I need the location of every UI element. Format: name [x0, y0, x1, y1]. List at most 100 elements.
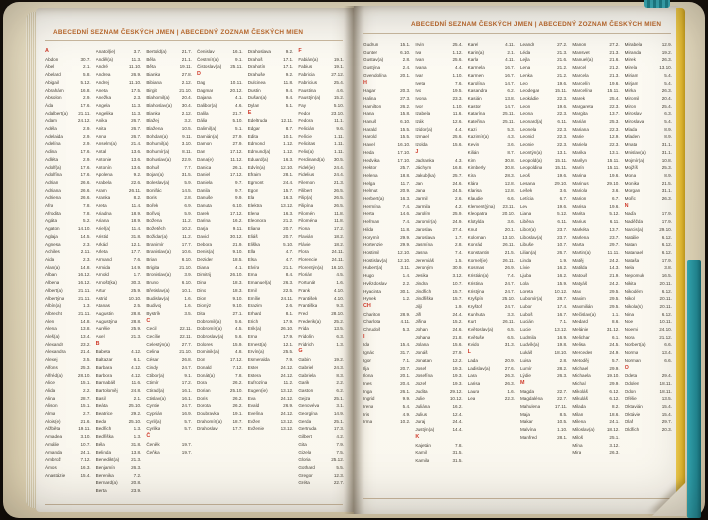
name-entry: Konstantin 21.5. [468, 249, 515, 257]
name-label: Michael [572, 365, 589, 371]
nameday-date: 28.1. [557, 434, 568, 440]
nameday-date: 3.1. [336, 403, 345, 409]
nameday-date: 21.5. [504, 249, 515, 255]
nameday-date: 25.9. [131, 326, 142, 332]
name-entry: Abelard 5.8. [45, 71, 91, 79]
nameday-date: 20.9. [504, 357, 515, 363]
name-entry: Olaf 29.7. [625, 418, 672, 426]
name-entry: Bartoloměj 24.8. [96, 387, 142, 395]
name-entry: Charlota 4.11. [363, 318, 410, 326]
nameday-date: 1.9. [559, 257, 568, 263]
name-label: Kryštof [467, 303, 482, 309]
name-entry: Karla 4.11. [468, 56, 515, 64]
name-label: Nina [624, 311, 635, 317]
nameday-date: 5.4. [664, 72, 672, 78]
name-label: Evald [247, 403, 260, 409]
name-entry: Áda 17.6. [45, 102, 91, 110]
name-entry: Marcelína 15.11. [572, 87, 619, 95]
nameday-date: 14.8. [80, 318, 91, 324]
nameday-date: 21.10. [179, 87, 193, 93]
name-label: Ivo [415, 88, 422, 94]
name-label: Felix(a) [298, 149, 314, 155]
name-label: Arnold [95, 272, 109, 278]
name-label: Juraj [415, 419, 426, 425]
name-entry: Afra 7.8. [45, 202, 91, 210]
name-label: Jiřina [415, 319, 427, 325]
nameday-date: 9.1. [184, 372, 193, 378]
nameday-date: 20.3. [661, 427, 672, 433]
name-label: Emílie [247, 295, 261, 301]
name-entry: Jindra 10.7. [415, 280, 462, 288]
nameday-date: 10.7. [452, 280, 463, 286]
nameday-date: 5.1. [285, 102, 294, 108]
name-label: Matilda [572, 265, 588, 271]
name-entry: Jarmila 4.2. [415, 203, 462, 211]
nameday-date: 1.1. [611, 311, 620, 317]
name-label: Flávie [298, 241, 311, 247]
name-entry: Liboslav(a) 23.7. [520, 234, 567, 242]
nameday-date: 13.7. [609, 111, 620, 117]
name-label: Miroslava [624, 119, 645, 125]
nameday-date: 19.6. [557, 80, 568, 86]
name-label: Ferdinand(a) [298, 156, 325, 162]
name-entry: Knut 20.1. [468, 226, 515, 234]
name-entry: Noe 10.11. [625, 318, 672, 326]
nameday-date: 9.2. [285, 72, 294, 78]
name-label: Manuel(a) [572, 57, 593, 63]
name-label: Justýn(a) [415, 427, 435, 433]
name-entry: Adam 24.12. [45, 117, 91, 125]
nameday-date: 21.6. [80, 418, 91, 424]
name-entry: Arkád 12.1. [96, 241, 142, 249]
nameday-date: 7.2. [133, 472, 142, 478]
name-label: Ariel(a) [95, 226, 111, 232]
name-label: Ariadna [95, 210, 112, 216]
name-label: Klarisa [467, 188, 482, 194]
name-entry: Ida 15.4. [363, 341, 410, 349]
name-entry: Amanda 24.1. [45, 449, 91, 457]
nameday-date: 17.9. [661, 211, 672, 217]
name-entry: Marion 6.7. [572, 195, 619, 203]
name-label: Florentýn(a) [298, 264, 324, 270]
name-entry: Leonid 22.3. [520, 133, 567, 141]
nameday-date: 10.12. [554, 288, 568, 294]
nameday-date: 14.4. [452, 427, 463, 433]
name-entry: Alan(a) 14.8. [45, 264, 91, 272]
nameday-date: 14.9. [333, 411, 345, 417]
name-entry: Lucián 7.1. [520, 318, 567, 326]
name-label: Barbara [95, 364, 113, 370]
name-label: Naděžda [624, 219, 644, 225]
nameday-date: 8.9. [664, 126, 672, 132]
name-entry: Gaston 6.2. [298, 387, 344, 395]
name-label: Jonatan [415, 357, 432, 363]
name-label: Oldřich [624, 427, 640, 433]
name-entry: Natan 6.12. [625, 241, 672, 249]
name-label: Lubomír(a) [519, 296, 543, 302]
name-label: Adam [45, 118, 58, 124]
name-label: Mirek [624, 57, 636, 63]
nameday-date: 14.6. [400, 211, 411, 217]
name-entry: Bohuslav(a) 22.9. [146, 156, 192, 164]
name-label: Marcel [572, 65, 587, 71]
name-label: Fabricia [298, 72, 315, 78]
name-label: Afra [45, 203, 54, 209]
nameday-date: 6.10. [400, 49, 411, 55]
name-label: Garik [298, 380, 310, 386]
name-label: Ilja [363, 365, 369, 371]
name-entry: Elektra 13.12. [248, 202, 294, 210]
name-entry: Kornel(ie) 26.11. [468, 257, 515, 265]
name-label: Hynek [363, 296, 377, 302]
name-entry: Nepomuk 16.5. [625, 272, 672, 280]
name-label: Horymír [363, 234, 380, 240]
nameday-date: 11.3. [131, 110, 142, 116]
nameday-date: 13.4. [80, 334, 91, 340]
name-entry: Gejza 25.1. [298, 395, 344, 403]
nameday-date: 5.6. [235, 318, 243, 324]
name-entry: Ernest(a) 12.1. [248, 341, 294, 349]
name-label: Damián(a) [197, 133, 219, 139]
nameday-date: 25.3. [80, 364, 91, 370]
nameday-date: 15.8. [400, 111, 411, 117]
nameday-date: 25.4. [452, 42, 463, 47]
nameday-date: 5.4. [402, 404, 411, 410]
nameday-date: 11.4. [131, 226, 142, 232]
nameday-date: 26.8. [181, 357, 193, 363]
